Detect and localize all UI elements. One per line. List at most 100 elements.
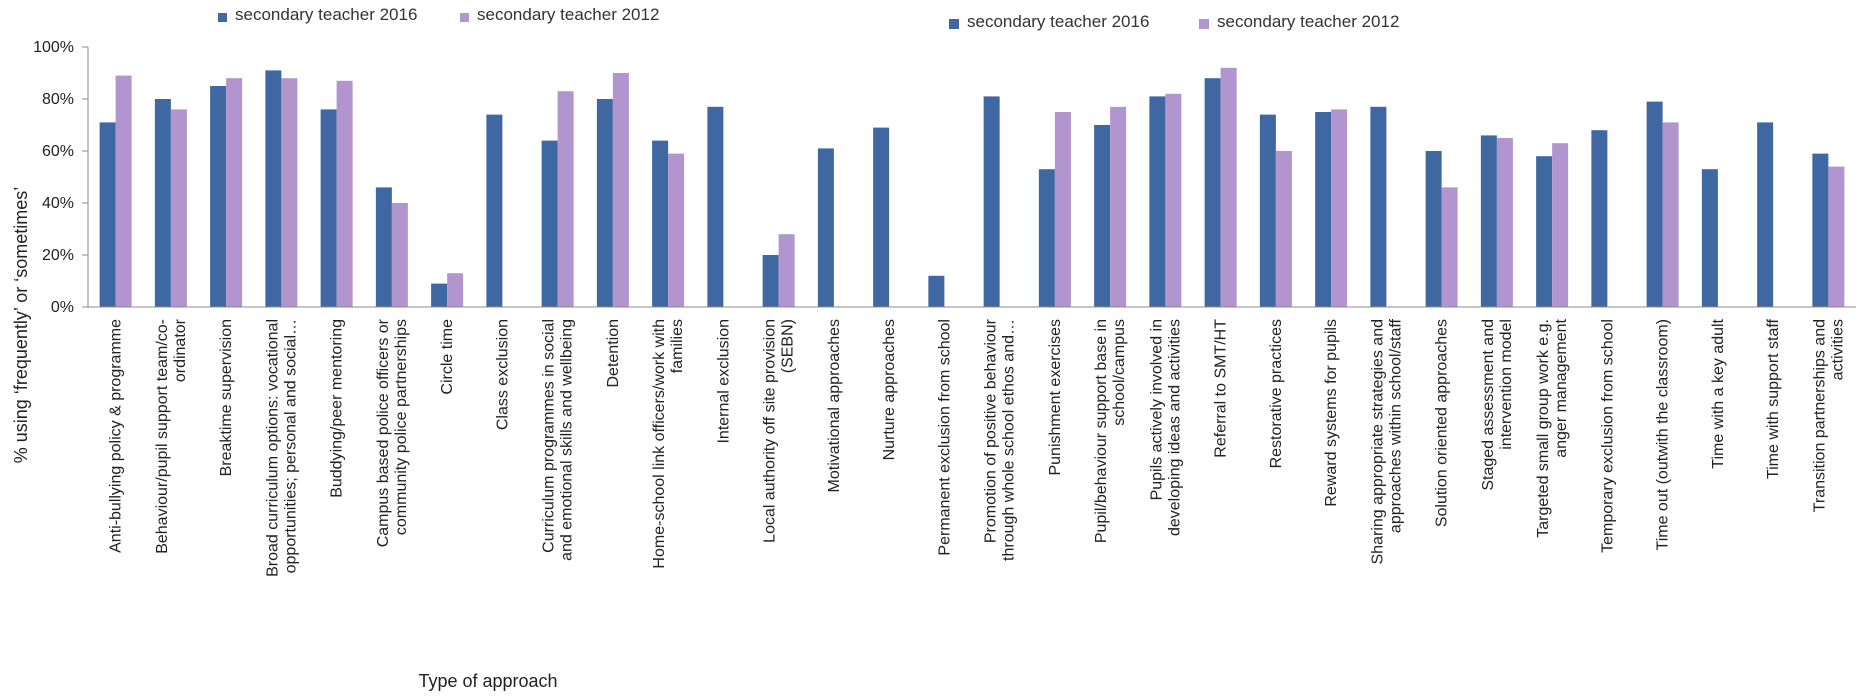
y-axis-title: % using ‘frequently’ or ‘sometimes’ [11, 187, 31, 463]
bar-secondary-teacher-2012 [391, 203, 408, 307]
bar-secondary-teacher-2016 [817, 148, 834, 307]
category-label-line: (SEBN) [780, 319, 797, 373]
category-label-line: Detention [605, 319, 622, 388]
category-label: Campus based police officers or community… [375, 318, 410, 547]
category-label: Buddying/peer mentoring [329, 319, 346, 498]
category-label-line: Temporary exclusion from school [1599, 319, 1616, 553]
category-label: Broad curriculum options: vocational oppo… [264, 319, 299, 577]
category-label-line: Solution oriented approaches [1434, 319, 1451, 527]
category-label-line: Breaktime supervision [218, 319, 235, 476]
category-label: Breaktime supervision [218, 319, 235, 476]
category-label: Motivational approaches [826, 319, 843, 492]
category-label-line: Home-school link officers/work with [651, 319, 668, 569]
bar-secondary-teacher-2016 [1701, 169, 1718, 307]
bar-secondary-teacher-2012 [1496, 138, 1513, 307]
bar-secondary-teacher-2016 [707, 106, 724, 307]
bar-secondary-teacher-2016 [762, 255, 779, 307]
category-label-line: ordinator [172, 318, 189, 382]
category-label-line: Targeted small group work e.g. [1535, 319, 1552, 538]
bar-secondary-teacher-2016 [154, 99, 171, 307]
legend-swatch [460, 13, 469, 22]
category-label: Staged assessment and intervention model [1480, 319, 1515, 491]
category-label-line: Restorative practices [1268, 319, 1285, 468]
category-label-line: Time out (outwith the classroom) [1655, 319, 1672, 550]
category-label: Time with support staff [1765, 318, 1782, 479]
category-label: Detention [605, 319, 622, 388]
bar-secondary-teacher-2012 [1662, 122, 1679, 308]
category-label-line: intervention model [1498, 319, 1515, 450]
category-label: Targeted small group work e.g. anger mana… [1535, 318, 1570, 537]
category-label: Home-school link officers/work with famil… [651, 319, 686, 569]
category-label-line: Class exclusion [494, 319, 511, 430]
bar-secondary-teacher-2016 [1757, 122, 1774, 308]
bar-secondary-teacher-2016 [320, 109, 337, 308]
bar-secondary-teacher-2016 [486, 114, 503, 307]
category-label-line: activities [1829, 319, 1846, 380]
bar-secondary-teacher-2012 [612, 73, 629, 307]
category-label-line: Internal exclusion [715, 319, 732, 444]
category-label: Class exclusion [494, 319, 511, 430]
bar-secondary-teacher-2012 [1552, 143, 1569, 307]
bar-secondary-teacher-2012 [281, 78, 298, 307]
category-label-line: Local authority off site provision [762, 319, 779, 543]
bar-secondary-teacher-2012 [1054, 112, 1071, 307]
category-label: Temporary exclusion from school [1599, 319, 1616, 553]
category-label-line: Motivational approaches [826, 319, 843, 492]
bar-secondary-teacher-2016 [1646, 101, 1663, 307]
y-tick-label: 0% [51, 299, 74, 316]
category-label-line: Buddying/peer mentoring [329, 319, 346, 498]
bar-secondary-teacher-2016 [928, 275, 945, 307]
legend-label: secondary teacher 2012 [477, 5, 659, 24]
category-label-line: community police partnerships [393, 319, 410, 535]
category-label-line: Time with support staff [1765, 318, 1782, 479]
bar-secondary-teacher-2016 [1591, 130, 1608, 307]
y-tick-label: 80% [42, 91, 74, 108]
category-label-line: Staged assessment and [1480, 319, 1497, 491]
category-label-line: Referral to SMT/HT [1213, 319, 1230, 458]
bar-secondary-teacher-2012 [1828, 166, 1845, 307]
bar-secondary-teacher-2012 [115, 75, 132, 307]
bar-secondary-teacher-2016 [1149, 96, 1166, 308]
category-label-line: Transition partnerships and [1811, 319, 1828, 512]
bar-secondary-teacher-2012 [1220, 67, 1237, 307]
category-label-line: approaches within school/staff [1387, 318, 1404, 533]
category-label: Pupils actively involved in developing id… [1148, 319, 1183, 536]
category-label-line: opportunities; personal and social… [282, 319, 299, 573]
bar-secondary-teacher-2016 [375, 187, 392, 307]
bars-group [99, 67, 1845, 308]
bar-secondary-teacher-2016 [983, 96, 1000, 308]
bar-secondary-teacher-2016 [652, 140, 669, 307]
category-label-line: Time with a key adult [1710, 318, 1727, 468]
bar-secondary-teacher-2016 [265, 70, 282, 308]
category-label-line: school/campus [1111, 319, 1128, 426]
category-label: Local authority off site provision (SEBN) [762, 319, 797, 543]
legend-swatch [1199, 19, 1209, 29]
bar-secondary-teacher-2016 [431, 283, 448, 307]
category-label-line: Permanent exclusion from school [936, 319, 953, 556]
category-label-line: Pupil/behaviour support base in [1093, 319, 1110, 543]
bar-secondary-teacher-2012 [170, 109, 187, 308]
bar-secondary-teacher-2012 [1331, 109, 1348, 308]
bar-secondary-teacher-2016 [541, 140, 558, 307]
category-label-line: Anti-bullying policy & programme [108, 319, 125, 553]
legend-label: secondary teacher 2016 [967, 12, 1149, 31]
legend-swatch [949, 19, 959, 29]
y-tick-label: 40% [42, 195, 74, 212]
bar-secondary-teacher-2012 [557, 91, 574, 307]
category-label: Anti-bullying policy & programme [108, 319, 125, 553]
bar-secondary-teacher-2016 [873, 127, 890, 307]
category-label-line: Nurture approaches [881, 319, 898, 460]
category-label-line: families [669, 319, 686, 373]
bar-secondary-teacher-2016 [1038, 169, 1055, 307]
bar-secondary-teacher-2012 [447, 273, 464, 307]
x-axis-title: Type of approach [418, 671, 557, 691]
category-label: Curriculum programmes in social and emoti… [541, 319, 576, 561]
category-label: Promotion of positive behaviour through w… [983, 318, 1018, 561]
y-tick-label: 20% [42, 247, 74, 264]
bar-secondary-teacher-2012 [1110, 106, 1127, 307]
category-label-line: Curriculum programmes in social [541, 319, 558, 553]
category-label: Behaviour/pupil support team/co-ordinato… [154, 318, 189, 553]
category-label: Solution oriented approaches [1434, 319, 1451, 527]
category-label: Time with a key adult [1710, 318, 1727, 468]
bar-secondary-teacher-2016 [210, 86, 227, 307]
